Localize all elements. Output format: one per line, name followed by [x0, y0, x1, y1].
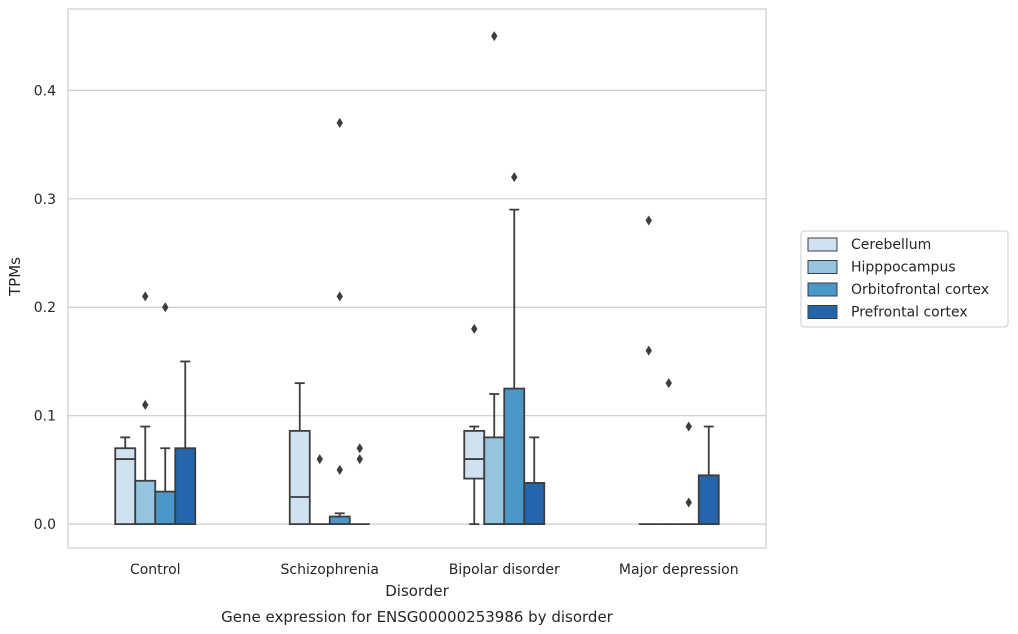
box-body: [288, 429, 311, 526]
box-hipppocampus: [658, 378, 679, 526]
y-tick-label: 0.2: [34, 300, 56, 316]
outlier-point: [316, 454, 323, 465]
box-hipppocampus: [134, 291, 157, 526]
outlier-point: [491, 31, 498, 42]
gridlines: [68, 89, 766, 525]
legend-swatch: [807, 305, 838, 319]
box-prefrontal-cortex: [523, 436, 546, 526]
outlier-point: [685, 421, 692, 432]
legend-label: Orbitofrontal cortex: [851, 282, 989, 298]
outlier-point: [511, 172, 518, 183]
box-body: [523, 482, 546, 526]
outlier-point: [162, 302, 169, 313]
legend-swatch: [807, 282, 838, 297]
outlier-point: [356, 454, 363, 465]
box-prefrontal-cortex: [349, 443, 370, 526]
box-body: [463, 429, 486, 480]
legend-swatch: [807, 237, 838, 252]
y-tick-label: 0.4: [34, 83, 56, 99]
outlier-point: [142, 291, 149, 302]
chart-title: Gene expression for ENSG00000253986 by d…: [221, 608, 614, 626]
outlier-point: [336, 117, 343, 128]
box-cerebellum: [114, 436, 137, 526]
legend-frame: [800, 230, 1009, 328]
box-body: [697, 474, 720, 526]
box-hipppocampus: [483, 31, 506, 526]
legend-label: Cerebellum: [851, 237, 931, 253]
x-tick-label: Major depression: [619, 562, 739, 578]
outlier-point: [142, 399, 149, 410]
outlier-point: [645, 345, 652, 356]
box-body: [174, 447, 197, 526]
x-tick-label: Bipolar disorder: [449, 562, 560, 578]
plot-area-frame: [67, 8, 767, 549]
outlier-point: [336, 291, 343, 302]
y-axis-label: TPMs: [6, 257, 24, 297]
box-cerebellum: [288, 382, 311, 526]
box-orbitofrontal-cortex: [328, 117, 351, 526]
y-tick-label: 0.3: [34, 192, 56, 208]
x-tick-label: Schizophrenia: [281, 562, 379, 578]
outlier-point: [665, 378, 672, 389]
box-body: [134, 479, 157, 526]
outlier-point: [645, 215, 652, 226]
box-series-group: [114, 31, 720, 526]
box-body: [503, 387, 526, 526]
y-axis-ticks: 0.0 0.1 0.2 0.3 0.4: [34, 83, 56, 533]
box-body: [483, 436, 506, 526]
box-hipppocampus: [309, 454, 330, 526]
box-orbitofrontal-cortex: [678, 421, 699, 526]
legend-label: Hipppocampus: [851, 260, 956, 276]
box-orbitofrontal-cortex: [154, 302, 177, 526]
y-tick-label: 0.0: [34, 517, 56, 533]
box-cerebellum: [638, 215, 659, 526]
box-prefrontal-cortex: [174, 360, 197, 526]
outlier-point: [356, 443, 363, 454]
box-orbitofrontal-cortex: [503, 172, 526, 526]
outlier-point: [336, 464, 343, 475]
box-cerebellum: [463, 323, 486, 526]
legend-swatch: [807, 260, 838, 274]
legend: Cerebellum Hipppocampus Orbitofrontal cort…: [800, 230, 1009, 328]
legend-label: Prefrontal cortex: [851, 305, 968, 321]
outlier-point: [685, 497, 692, 508]
box-prefrontal-cortex: [697, 425, 720, 526]
x-axis-ticks: Control Schizophrenia Bipolar disorder Majo…: [130, 562, 739, 578]
box-body: [328, 515, 351, 526]
y-tick-label: 0.1: [34, 409, 56, 425]
box-body: [154, 490, 177, 526]
x-axis-label: Disorder: [385, 582, 449, 600]
x-tick-label: Control: [130, 562, 181, 578]
outlier-point: [471, 323, 478, 334]
